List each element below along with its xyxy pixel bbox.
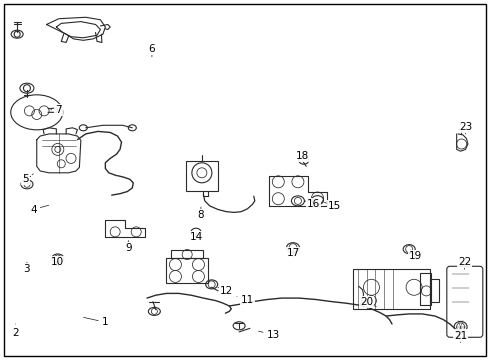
Bar	[430, 279, 439, 302]
Text: 6: 6	[148, 44, 155, 57]
Text: 16: 16	[305, 199, 320, 210]
Text: 8: 8	[197, 207, 204, 220]
Bar	[353, 269, 430, 309]
Text: 11: 11	[237, 294, 254, 305]
Text: 15: 15	[324, 201, 341, 211]
Text: 20: 20	[360, 297, 376, 307]
Text: 14: 14	[189, 232, 203, 242]
Text: 9: 9	[125, 240, 132, 253]
Text: 23: 23	[459, 122, 472, 134]
Text: 10: 10	[51, 257, 64, 267]
Text: 2: 2	[12, 324, 19, 338]
Text: 17: 17	[286, 248, 300, 258]
Bar	[166, 258, 208, 283]
Text: 3: 3	[24, 262, 30, 274]
Bar	[186, 161, 218, 191]
Bar	[420, 273, 431, 305]
Text: 13: 13	[259, 330, 280, 340]
Text: 22: 22	[458, 257, 471, 269]
Text: 19: 19	[409, 250, 422, 261]
Text: 7: 7	[51, 105, 62, 115]
Text: 12: 12	[218, 286, 233, 296]
Text: 21: 21	[454, 328, 467, 341]
Text: 18: 18	[296, 150, 310, 161]
Text: 4: 4	[30, 204, 49, 215]
Text: 5: 5	[22, 174, 33, 184]
Text: 1: 1	[84, 317, 109, 327]
Bar	[171, 250, 203, 258]
